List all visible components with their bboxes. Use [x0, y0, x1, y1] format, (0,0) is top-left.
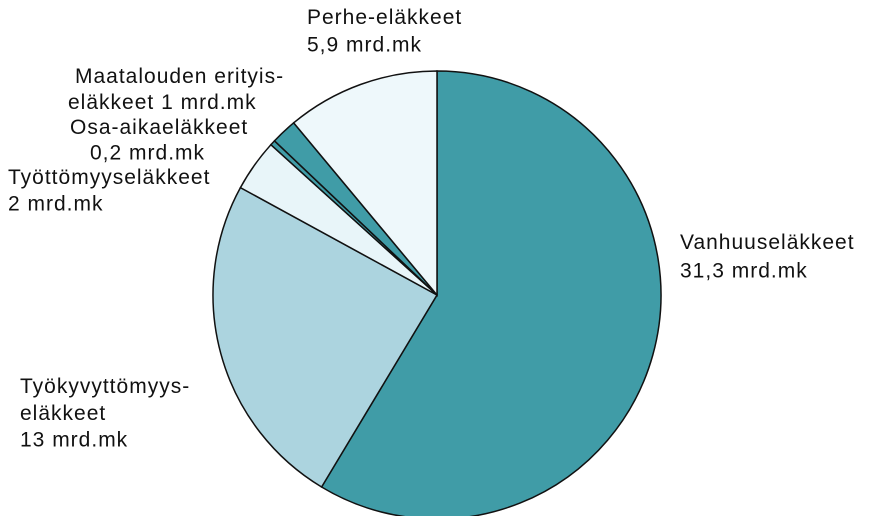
- slice-label: Perhe-eläkkeet: [307, 6, 462, 29]
- slice-label: Työkyvyttömyys-: [20, 375, 190, 398]
- slice-label: Osa-aikaeläkkeet: [70, 116, 248, 139]
- value-label: 13 mrd.mk: [20, 429, 128, 452]
- category-label: Työttömyyseläkkeet: [8, 166, 210, 189]
- value-label: 0,2 mrd.mk: [90, 142, 205, 165]
- category-label: eläkkeet: [68, 91, 154, 114]
- slice-label: Maatalouden erityis-: [75, 65, 284, 88]
- value-label: 31,3 mrd.mk: [680, 260, 808, 283]
- category-label: Osa-aikaeläkkeet: [70, 116, 248, 139]
- value-label: 1 mrd.mk: [161, 91, 257, 114]
- slice-label: eläkkeet 1 mrd.mk: [68, 91, 257, 114]
- category-label: Perhe-eläkkeet: [307, 6, 462, 29]
- category-label: Maatalouden erityis-: [75, 65, 284, 88]
- slice-label: eläkkeet: [20, 402, 106, 425]
- category-label: eläkkeet: [20, 402, 106, 425]
- slice-label: Vanhuuseläkkeet: [680, 231, 855, 254]
- category-label: Vanhuuseläkkeet: [680, 231, 855, 254]
- pie-slice: [320, 70, 662, 516]
- value-label: 2 mrd.mk: [8, 193, 104, 216]
- slice-label: Työttömyyseläkkeet: [8, 166, 210, 189]
- value-label: 5,9 mrd.mk: [307, 34, 422, 57]
- pie-slice: [212, 186, 439, 489]
- pie-slice: [292, 70, 438, 298]
- category-label: Työkyvyttömyys-: [20, 375, 190, 398]
